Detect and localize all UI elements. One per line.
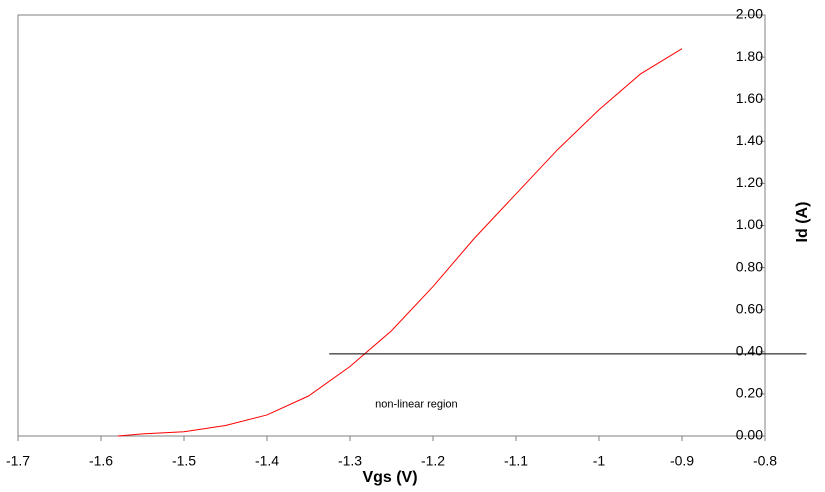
y-tick-label: 1.20 (736, 174, 763, 190)
y-tick-label: 2.00 (736, 6, 763, 22)
x-tick-label: -0.8 (753, 453, 777, 469)
x-tick-label: -1.4 (255, 453, 279, 469)
y-tick-label: 0.60 (736, 300, 763, 316)
x-tick-label: -1.5 (172, 453, 196, 469)
x-tick-label: -1.2 (421, 453, 445, 469)
x-tick-label: -1.1 (504, 453, 528, 469)
y-tick-label: 0.80 (736, 258, 763, 274)
y-tick-label: 1.60 (736, 90, 763, 106)
y-tick-label: 1.00 (736, 216, 763, 232)
x-axis-title: Vgs (V) (362, 469, 417, 486)
y-tick-label: 0.40 (736, 343, 763, 359)
x-tick-label: -1 (593, 453, 606, 469)
y-tick-label: 0.00 (736, 427, 763, 443)
y-tick-label: 1.80 (736, 48, 763, 64)
data-line (117, 48, 683, 437)
x-tick-label: -1.7 (6, 453, 30, 469)
y-tick-label: 0.20 (736, 385, 763, 401)
y-axis-title: Id (A) (794, 202, 811, 243)
annotation: non-linear region (375, 398, 458, 410)
y-tick-label: 1.40 (736, 132, 763, 148)
x-tick-label: -0.9 (670, 453, 694, 469)
x-tick-label: -1.3 (338, 453, 362, 469)
x-tick-label: -1.6 (89, 453, 113, 469)
plot-frame (17, 14, 766, 437)
